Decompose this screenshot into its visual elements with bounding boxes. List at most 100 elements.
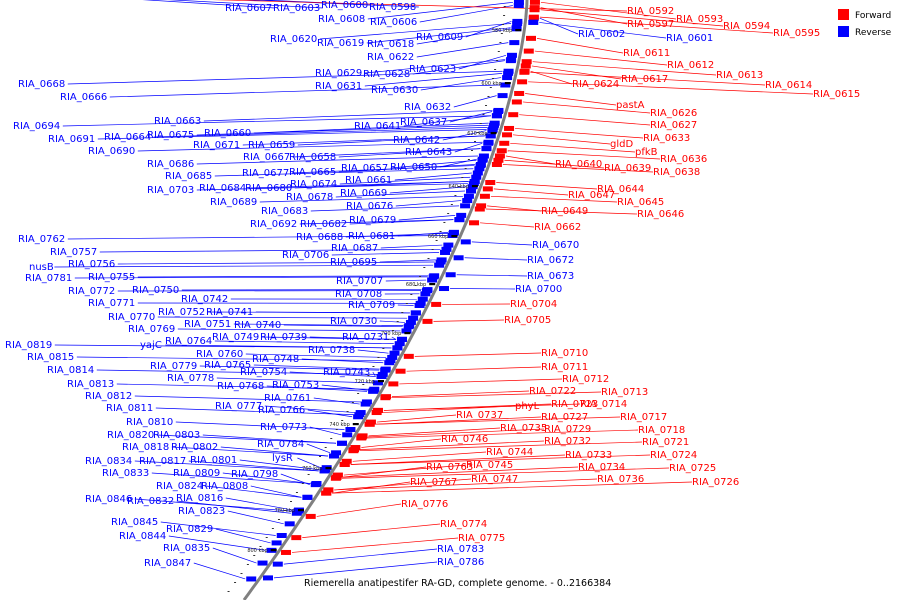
gene-label-ria-0734: RIA_0734 bbox=[578, 462, 625, 473]
feature-marker-ria-0781 bbox=[428, 274, 439, 280]
gene-label-ria-0712: RIA_0712 bbox=[562, 374, 609, 385]
gene-label-ria-0650: RIA_0650 bbox=[390, 162, 437, 173]
gene-label-ria-0686: RIA_0686 bbox=[147, 159, 194, 170]
feature-marker-ria-0832 bbox=[291, 510, 302, 516]
leader-line-ria-0824 bbox=[205, 485, 302, 498]
gene-label-ria-0617: RIA_0617 bbox=[621, 74, 668, 85]
gene-label-ria-0670: RIA_0670 bbox=[532, 240, 579, 251]
minor-tick bbox=[435, 240, 438, 241]
gene-label-ria-0784: RIA_0784 bbox=[257, 439, 304, 450]
minor-tick bbox=[367, 375, 370, 376]
leader-line-ria-0814 bbox=[96, 369, 377, 375]
leader-line-ria-0662 bbox=[480, 222, 535, 228]
leader-line-ria-0672 bbox=[464, 257, 528, 261]
leader-line-ria-0815 bbox=[76, 356, 385, 361]
gene-label-ria-0640: RIA_0640 bbox=[555, 159, 602, 170]
gene-label-ria-0779: RIA_0779 bbox=[150, 361, 197, 372]
gene-label-ria-0777: RIA_0777 bbox=[215, 401, 262, 412]
leader-line-ria-0673 bbox=[456, 274, 528, 277]
leader-line-ria-0678 bbox=[335, 190, 466, 198]
feature-marker-ria-0773 bbox=[342, 432, 353, 438]
feature-marker-ria-0774 bbox=[291, 535, 302, 541]
minor-tick bbox=[461, 177, 464, 178]
gene-label-ria-0809: RIA_0809 bbox=[173, 468, 220, 479]
leader-line-ria-0834 bbox=[134, 460, 319, 472]
leader-line-ria-0644 bbox=[496, 182, 598, 190]
leader-line-ria-0613 bbox=[532, 61, 717, 76]
leader-line-ria-0737 bbox=[376, 414, 457, 423]
feature-marker-ria-0834 bbox=[319, 468, 330, 474]
minor-tick bbox=[372, 366, 375, 367]
leader-line-ria-0777 bbox=[264, 405, 355, 413]
leader-line-ria-0622 bbox=[416, 42, 509, 58]
gene-label-ria-0689: RIA_0689 bbox=[210, 197, 257, 208]
gene-label-ria-0748: RIA_0748 bbox=[252, 354, 299, 365]
feature-marker-ria-0784 bbox=[331, 450, 342, 456]
minor-tick bbox=[405, 303, 408, 304]
gene-label-ria-0769: RIA_0769 bbox=[128, 324, 175, 335]
gene-label-ria-0767: RIA_0767 bbox=[410, 477, 457, 488]
gene-label-ria-0624: RIA_0624 bbox=[572, 79, 619, 90]
feature-marker-ria-0761 bbox=[360, 401, 371, 407]
gene-label-ria-0816: RIA_0816 bbox=[176, 493, 223, 504]
gene-label-ria-0742: RIA_0742 bbox=[181, 294, 228, 305]
feature-marker-ria-0608 bbox=[513, 0, 524, 5]
gene-label-ria-0735: RIA_0735 bbox=[500, 423, 547, 434]
gene-label-ria-0743: RIA_0743 bbox=[323, 367, 370, 378]
minor-tick bbox=[271, 528, 274, 529]
gene-label-ria-0833: RIA_0833 bbox=[102, 468, 149, 479]
gene-label-ria-0751: RIA_0751 bbox=[184, 319, 231, 330]
leader-line-ria-0639 bbox=[504, 159, 605, 169]
gene-label-ria-0628: RIA_0628 bbox=[363, 69, 410, 80]
gene-label-ria-0682: RIA_0682 bbox=[300, 219, 347, 230]
minor-tick bbox=[502, 24, 505, 25]
gene-label-ria-0814: RIA_0814 bbox=[47, 365, 94, 376]
feature-marker-ria-0645 bbox=[479, 193, 490, 199]
gene-label-ria-0614: RIA_0614 bbox=[765, 80, 812, 91]
leader-line-ria-0756 bbox=[117, 261, 435, 265]
leader-line-ria-0768 bbox=[266, 385, 368, 392]
feature-marker-ria-0686 bbox=[478, 153, 489, 159]
leader-line-ria-0724 bbox=[350, 454, 651, 465]
gene-label-ria-0820: RIA_0820 bbox=[107, 430, 154, 441]
leader-line-ria-0597 bbox=[540, 7, 628, 25]
feature-marker-ria-0746 bbox=[350, 445, 361, 451]
leader-line-ria-0694 bbox=[62, 115, 491, 127]
feature-marker-ria-0639 bbox=[493, 157, 504, 163]
feature-marker-ria-0798 bbox=[310, 482, 321, 488]
gene-label-ria-0611: RIA_0611 bbox=[623, 48, 670, 59]
minor-tick bbox=[277, 519, 280, 520]
leader-line-ria-0594 bbox=[540, 9, 724, 27]
leader-line-ria-0645 bbox=[490, 195, 618, 203]
feature-marker-ria-0775 bbox=[280, 549, 291, 555]
gene-label-ria-0717: RIA_0717 bbox=[620, 412, 667, 423]
leader-line-ria-0745 bbox=[343, 464, 467, 476]
gene-label-ria-0613: RIA_0613 bbox=[716, 70, 763, 81]
feature-marker-ria-0694 bbox=[491, 113, 502, 119]
gene-label-ria-0705: RIA_0705 bbox=[504, 315, 551, 326]
feature-marker-ria-0685 bbox=[474, 166, 485, 172]
minor-tick bbox=[401, 312, 404, 313]
gene-label-ria-0600: RIA_0600 bbox=[321, 0, 368, 11]
leader-line-ria-0735 bbox=[368, 427, 501, 437]
gene-label-ria-0668: RIA_0668 bbox=[18, 79, 65, 90]
feature-marker-ria-0638 bbox=[491, 162, 502, 167]
leader-line-ria-0641 bbox=[403, 115, 491, 127]
gene-label-ria-0645: RIA_0645 bbox=[617, 197, 664, 208]
tick-mark bbox=[270, 549, 277, 552]
leader-line-ria-0684 bbox=[248, 181, 469, 189]
gene-label-ria-0832: RIA_0832 bbox=[127, 496, 174, 507]
leader-line-ria-0721 bbox=[359, 441, 643, 452]
feature-marker-ria-0632 bbox=[497, 93, 508, 99]
gene-label-ria-0798: RIA_0798 bbox=[231, 469, 278, 480]
leader-line-ria-0723 bbox=[383, 403, 552, 411]
gene-label-ria-0709: RIA_0709 bbox=[348, 300, 395, 311]
leader-line-ria-0748 bbox=[301, 358, 384, 364]
minor-tick bbox=[454, 195, 457, 196]
feature-marker-ria-0722 bbox=[381, 394, 392, 400]
feature-marker-ria-0705 bbox=[422, 318, 433, 324]
leader-line-ria-0775 bbox=[291, 537, 459, 553]
feature-marker-ria-0748 bbox=[384, 360, 395, 366]
gene-label-ria-0680: RIA_0680 bbox=[245, 183, 292, 194]
